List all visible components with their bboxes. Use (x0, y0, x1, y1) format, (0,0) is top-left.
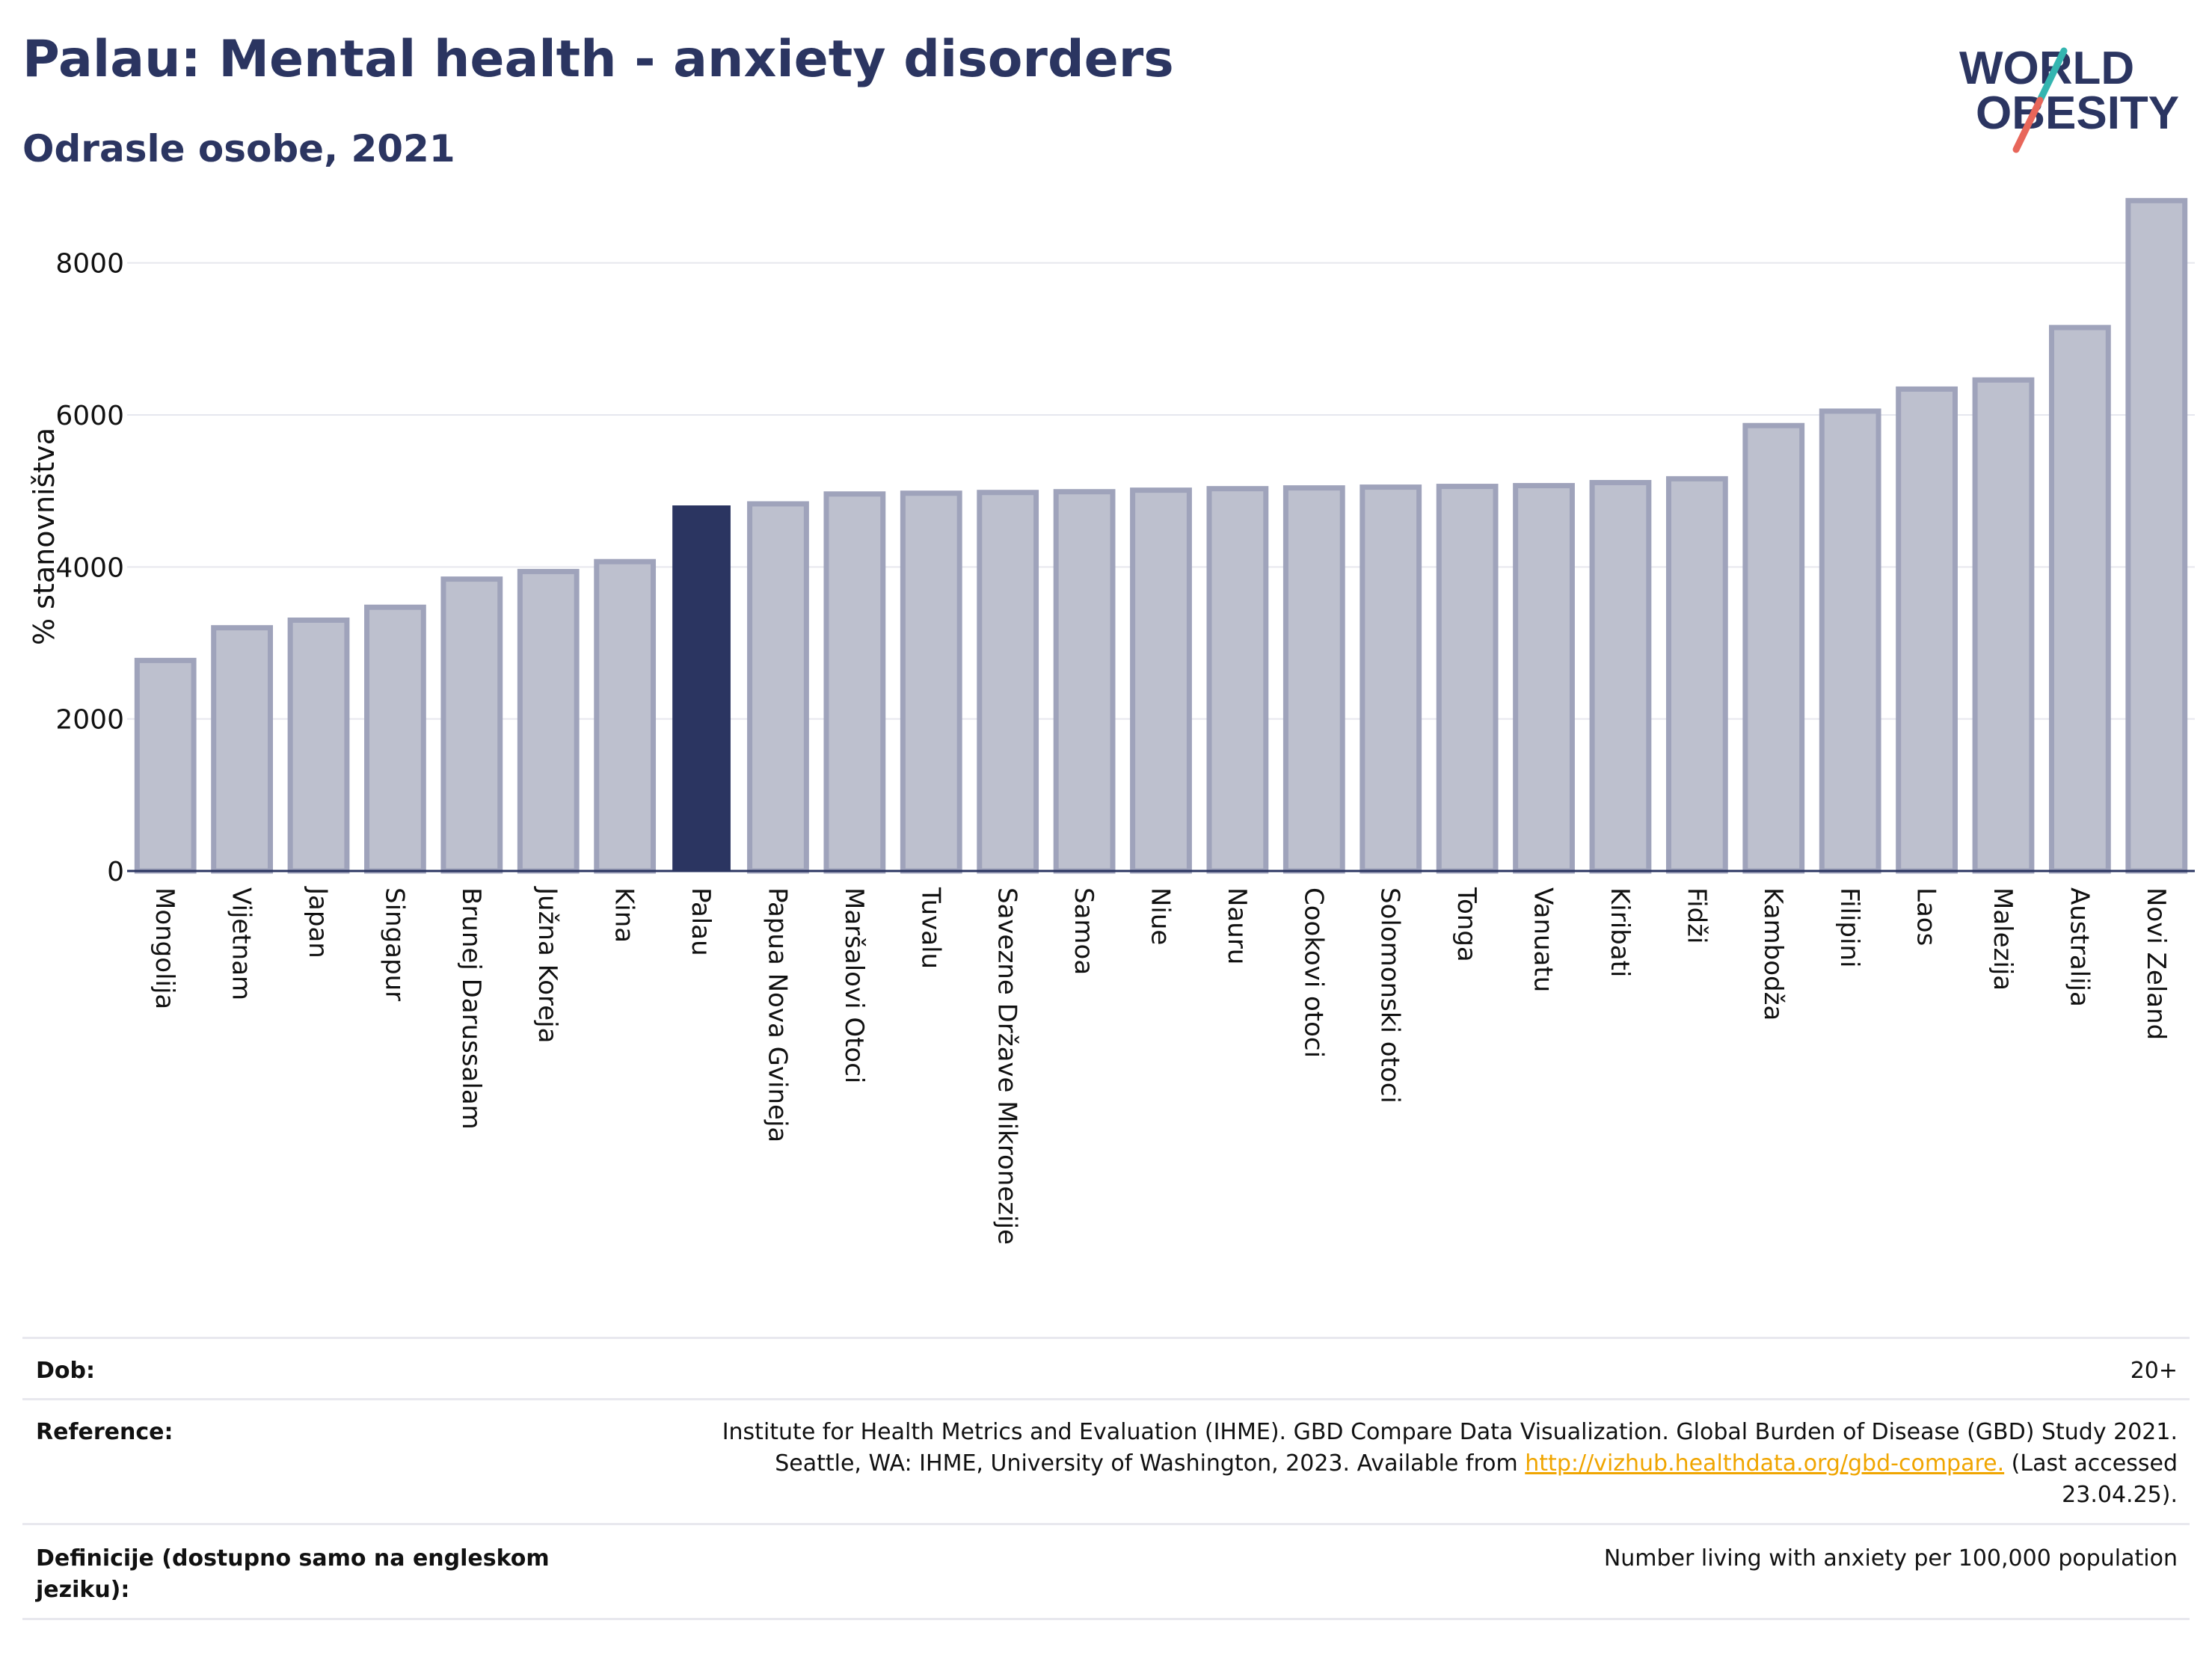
bar-tuvalu (900, 490, 962, 874)
x-tick-label: Kambodža (1758, 887, 1788, 1021)
x-tick-label: Cookovi otoci (1298, 887, 1328, 1058)
y-tick-label: 8000 (55, 249, 124, 280)
x-tick-label: Kiribati (1605, 887, 1635, 977)
bar-papua-nova-gvineja (747, 501, 809, 874)
definition-value: Number living with anxiety per 100,000 p… (1603, 1545, 2178, 1572)
y-tick-labels: 0 2000 4000 6000 8000 (55, 249, 124, 887)
x-tick-label: Australija (2064, 887, 2094, 1007)
chart-subtitle: Odrasle osobe, 2021 (22, 127, 455, 170)
bar-novi-zeland (2125, 197, 2188, 874)
footer-row-age: Dob: 20+ (22, 1337, 2190, 1399)
x-tick-label: Filipini (1834, 887, 1864, 967)
reference-line-3: 23.04.25). (2062, 1482, 2178, 1508)
bar-vanuatu (1513, 483, 1575, 874)
x-tick-label: Mongolija (150, 887, 179, 1009)
footer-row-definition: Definicije (dostupno samo na engleskom j… (22, 1523, 2190, 1620)
x-tick-labels: Mongolija Vijetnam Japan Singapur Brunej Dar… (150, 886, 2171, 1245)
x-tick-label: Tuvalu (915, 887, 945, 969)
bar-kina (594, 558, 657, 874)
x-tick-label: Niue (1146, 887, 1176, 945)
x-tick-label: Savezne Države Mikronezije (992, 887, 1022, 1245)
bar-filipini (1819, 408, 1881, 874)
reference-line-2-end: (Last accessed (2004, 1450, 2178, 1477)
reference-value: Institute for Health Metrics and Evaluat… (383, 1417, 2178, 1511)
x-tick-label: Papua Nova Gvineja (762, 887, 792, 1142)
x-tick-label: Laos (1911, 887, 1941, 946)
y-tick-label: 6000 (55, 401, 124, 431)
bar-palau (672, 505, 731, 872)
x-tick-label: Kina (609, 887, 639, 943)
bar-niue (1130, 487, 1192, 874)
x-tick-label: Samoa (1069, 887, 1099, 975)
y-tick-label: 4000 (55, 552, 124, 583)
bars (134, 197, 2188, 874)
x-tick-label: Solomonski otoci (1375, 887, 1405, 1104)
bar-maršalovi-otoci (823, 491, 886, 874)
y-tick-label: 0 (107, 857, 124, 887)
bar-singapur (364, 604, 426, 874)
logo-text-obesity: OBESITY (1976, 87, 2179, 139)
definition-label: Definicije (dostupno samo na engleskom j… (36, 1543, 550, 1606)
world-obesity-logo: WORLD OBESITY (1959, 43, 2179, 153)
bar-kiribati (1589, 479, 1652, 874)
bar-brunej-darussalam (440, 576, 503, 874)
reference-link[interactable]: http://vizhub.healthdata.org/gbd-compare… (1525, 1450, 2005, 1477)
logo-slash-red (2012, 96, 2044, 153)
bar-vijetnam (211, 625, 274, 874)
bar-fidži (1665, 475, 1728, 874)
footer-row-reference: Reference: Institute for Health Metrics … (22, 1398, 2190, 1524)
bar-južna-koreja (517, 568, 580, 874)
bar-japan (287, 618, 350, 874)
x-tick-label: Malezija (1988, 887, 2018, 991)
bar-malezija (1972, 377, 2035, 874)
reference-label: Reference: (36, 1419, 173, 1445)
age-value: 20+ (2130, 1358, 2178, 1384)
bar-chart: 0 2000 4000 6000 8000 Mongolija Vijetnam Japan… (28, 197, 2195, 1245)
y-tick-label: 2000 (55, 705, 124, 736)
reference-line-2-start: Seattle, WA: IHME, University of Washing… (775, 1450, 1526, 1477)
x-tick-label: Tonga (1451, 887, 1481, 962)
x-tick-label: Maršalovi Otoci (839, 887, 869, 1083)
logo-slash-teal (2036, 47, 2068, 104)
bar-nauru (1206, 486, 1269, 874)
x-tick-label: Palau (686, 887, 716, 956)
bar-mongolija (134, 657, 197, 874)
bar-kambodža (1742, 422, 1805, 874)
definition-label-line-2: jeziku): (36, 1577, 130, 1603)
bar-solomonski-otoci (1360, 484, 1422, 874)
bar-savezne-države-mikronezije (977, 490, 1039, 874)
x-tick-label: Japan (303, 886, 333, 958)
age-label: Dob: (36, 1358, 95, 1384)
x-tick-label: Južna Koreja (532, 886, 562, 1043)
reference-line-1: Institute for Health Metrics and Evaluat… (722, 1419, 2178, 1445)
x-tick-label: Brunej Darussalam (456, 887, 486, 1130)
chart-title: Palau: Mental health - anxiety disorders (22, 30, 1174, 89)
x-tick-label: Nauru (1222, 887, 1252, 964)
bar-cookovi-otoci (1282, 485, 1345, 874)
bar-australija (2048, 324, 2111, 874)
y-axis-label: % stanovništva (28, 428, 61, 645)
x-tick-label: Fidži (1681, 887, 1711, 944)
bar-samoa (1053, 489, 1116, 874)
x-tick-label: Novi Zeland (2141, 887, 2171, 1040)
bar-tonga (1436, 484, 1499, 874)
x-tick-label: Vanuatu (1529, 887, 1558, 992)
bar-laos (1896, 386, 1958, 874)
x-tick-label: Vijetnam (227, 887, 256, 1000)
definition-label-line-1: Definicije (dostupno samo na engleskom (36, 1545, 550, 1572)
x-tick-label: Singapur (379, 887, 409, 1001)
reference-line-2: Seattle, WA: IHME, University of Washing… (383, 1448, 2178, 1480)
